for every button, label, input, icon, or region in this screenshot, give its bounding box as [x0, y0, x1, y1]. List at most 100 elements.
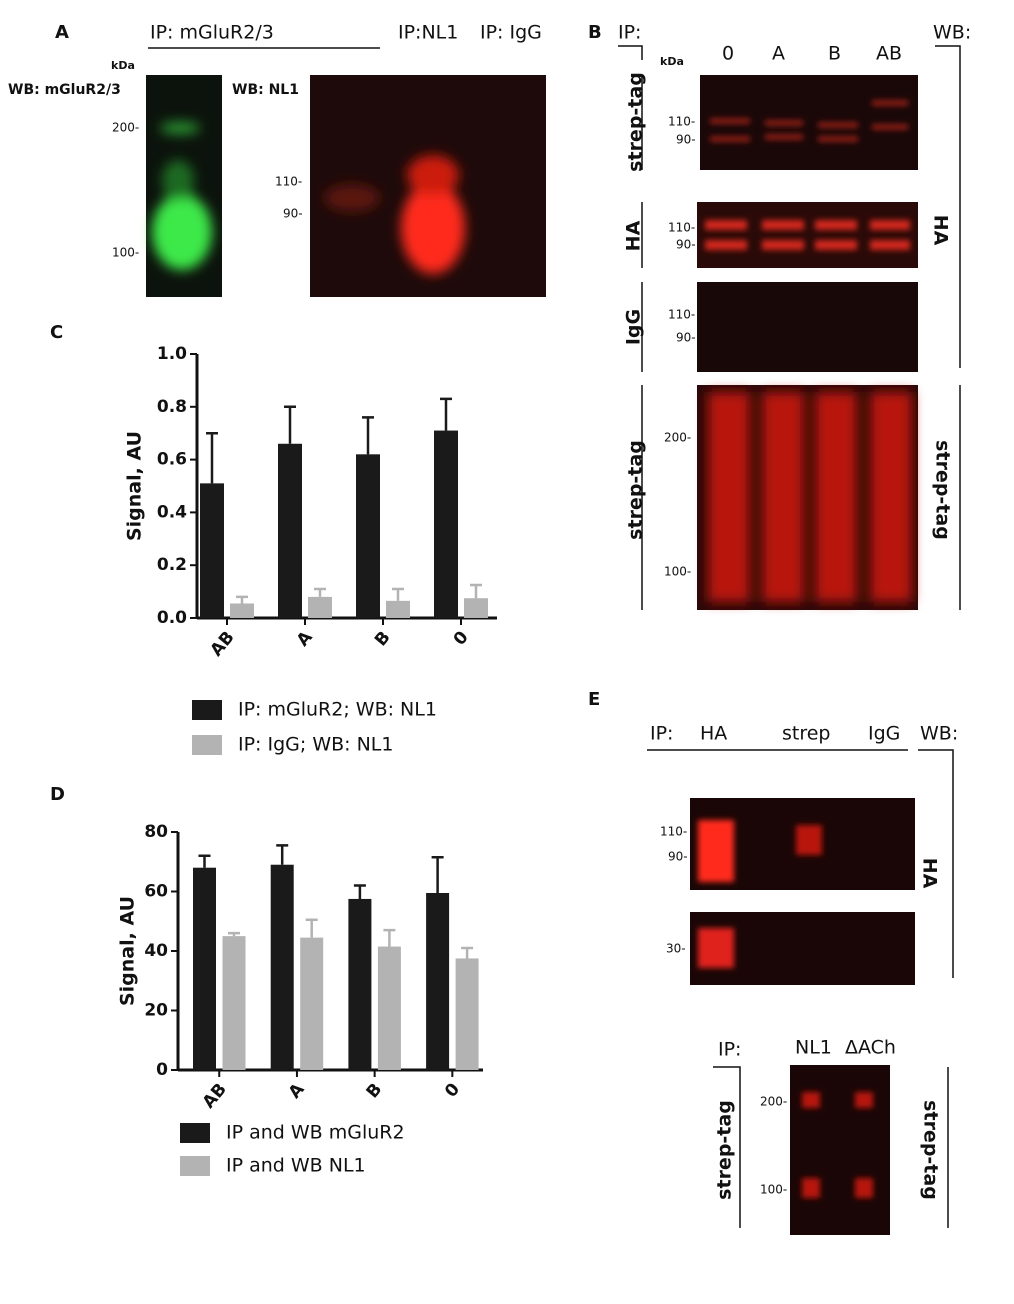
- x-tick-label: B: [371, 628, 395, 651]
- blot-label: E: [588, 689, 600, 710]
- error-bar: [470, 583, 482, 599]
- blot-label: HA: [930, 215, 952, 246]
- blot-label: 100-: [760, 1183, 787, 1197]
- blot-label: AB: [876, 43, 902, 65]
- blot-label: HA: [623, 220, 645, 251]
- blots: [146, 75, 918, 1235]
- blot-label: strep-tag: [932, 440, 954, 540]
- blot-label: 100-: [664, 565, 691, 579]
- blot-label: A: [55, 22, 69, 43]
- labels: A IP: mGluR2/3 IP: NL1 IP: IgG kDa WB: mGluR2/…: [8, 22, 971, 1200]
- bar: [426, 892, 450, 1070]
- x-tick-label: A: [293, 627, 317, 651]
- bar: [230, 603, 254, 618]
- blot-label: strep-tag: [625, 72, 647, 172]
- y-tick-label: 0.2: [157, 555, 187, 575]
- blot-label: A: [772, 43, 785, 65]
- error-bar: [236, 595, 248, 604]
- error-bar: [461, 946, 474, 959]
- bar: [356, 454, 380, 618]
- x-tick-label: 0: [441, 1079, 464, 1101]
- blot-label: kDa: [111, 59, 135, 72]
- bar: [348, 898, 372, 1070]
- blot-label: B: [588, 22, 602, 43]
- legend-label: IP: IgG; WB: NL1: [238, 734, 393, 756]
- blot-label: WB:: [920, 723, 958, 745]
- legend-swatch: [192, 700, 222, 720]
- blot-label: IgG: [623, 309, 645, 345]
- bar: [308, 596, 332, 618]
- blot-label: D: [50, 784, 65, 805]
- blot-label: strep-tag: [714, 1100, 736, 1200]
- blot-label: strep: [782, 723, 831, 745]
- error-bar: [228, 931, 240, 937]
- error-bar: [353, 884, 366, 899]
- bar: [278, 443, 302, 618]
- y-axis-label: Signal, AU: [117, 896, 139, 1006]
- y-tick-label: 20: [144, 1001, 168, 1021]
- brackets: [148, 45, 961, 1228]
- bar: [222, 936, 246, 1070]
- blot-label: 110-: [668, 115, 695, 129]
- error-bar: [431, 856, 444, 893]
- error-bar: [206, 431, 218, 484]
- y-tick-label: 40: [144, 941, 168, 961]
- blot-label: IP: mGluR2/3: [150, 22, 274, 44]
- blot-label: C: [50, 322, 63, 343]
- x-tick-label: A: [285, 1079, 309, 1103]
- y-tick-label: 1.0: [157, 344, 187, 364]
- error-bar: [305, 918, 318, 938]
- bar: [193, 867, 216, 1070]
- blot-label: HA: [919, 858, 941, 889]
- bar: [377, 946, 401, 1070]
- blot-label: WB: NL1: [232, 82, 299, 98]
- bar: [455, 958, 479, 1070]
- blot-label: IP: IgG: [480, 22, 542, 44]
- legend-label: IP and WB NL1: [226, 1155, 366, 1177]
- error-bar: [276, 844, 289, 865]
- blot-label: IP:: [718, 1039, 741, 1061]
- blot-label: 90-: [676, 238, 696, 252]
- error-bar: [392, 587, 404, 601]
- error-bar: [362, 416, 374, 455]
- blot: [697, 282, 918, 372]
- legend-swatch: [192, 735, 222, 755]
- error-bar: [314, 587, 326, 597]
- y-tick-label: 80: [144, 822, 168, 842]
- blot-label: 100-: [112, 246, 139, 260]
- blot-label: 30-: [666, 942, 686, 956]
- y-tick-label: 0.6: [157, 450, 187, 470]
- x-tick-label: AB: [207, 628, 239, 661]
- blot-label: 200-: [664, 431, 691, 445]
- blot-label: 90-: [676, 331, 696, 345]
- blot-label: 110-: [275, 175, 302, 189]
- blot-label: B: [828, 43, 841, 65]
- y-tick-label: 0.0: [157, 608, 187, 628]
- blot-label: 110-: [660, 825, 687, 839]
- y-tick-label: 0.8: [157, 397, 187, 417]
- bar: [386, 600, 410, 618]
- error-bar: [383, 928, 396, 947]
- legend-label: IP: mGluR2; WB: NL1: [238, 699, 437, 721]
- blot-label: HA: [700, 723, 727, 745]
- blot: [790, 1065, 890, 1235]
- blot-label: ΔACh: [845, 1037, 896, 1059]
- blot-label: IP:: [650, 723, 673, 745]
- legend-label: IP and WB mGluR2: [226, 1122, 405, 1144]
- blot-label: 200-: [760, 1095, 787, 1109]
- y-tick-label: 60: [144, 882, 168, 902]
- bar: [434, 430, 458, 618]
- bar: [300, 937, 324, 1070]
- error-bar: [440, 397, 452, 431]
- blot-label: WB: mGluR2/3: [8, 82, 121, 98]
- legend-swatch: [180, 1156, 210, 1176]
- blot-label: WB:: [933, 22, 971, 44]
- blot-label: 90-: [676, 133, 696, 147]
- bar: [270, 864, 294, 1070]
- blot-label: 90-: [283, 207, 303, 221]
- error-bar: [198, 854, 211, 868]
- legend-swatch: [180, 1123, 210, 1143]
- blot-label: NL1: [795, 1037, 832, 1059]
